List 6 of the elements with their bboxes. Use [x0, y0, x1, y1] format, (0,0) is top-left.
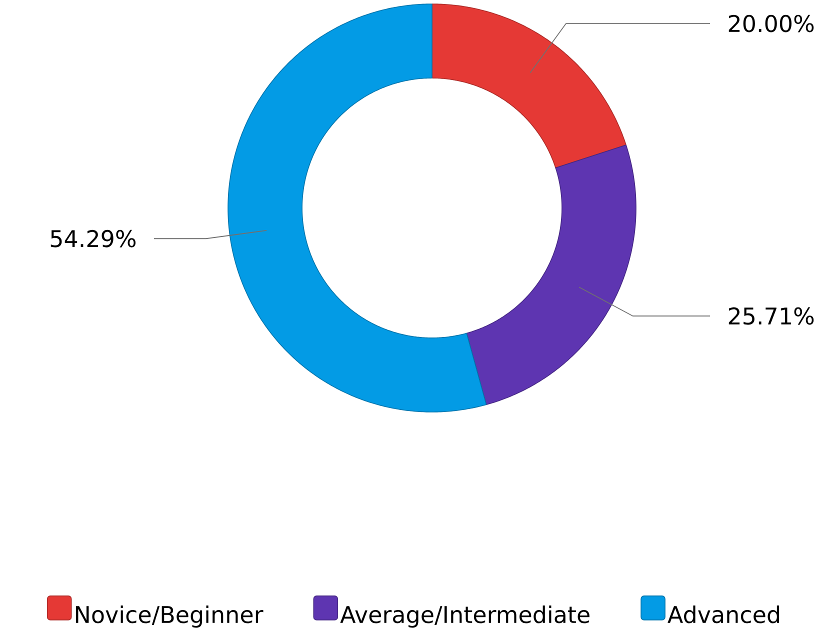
- legend-label: Novice/Beginner: [76, 605, 264, 628]
- data-label: 54.29%: [50, 230, 136, 248]
- data-label: 20.00%: [728, 14, 814, 32]
- legend-label: Average/Intermediate: [340, 605, 590, 628]
- legend-label: Advanced: [668, 605, 779, 624]
- data-label: 25.71%: [728, 307, 814, 325]
